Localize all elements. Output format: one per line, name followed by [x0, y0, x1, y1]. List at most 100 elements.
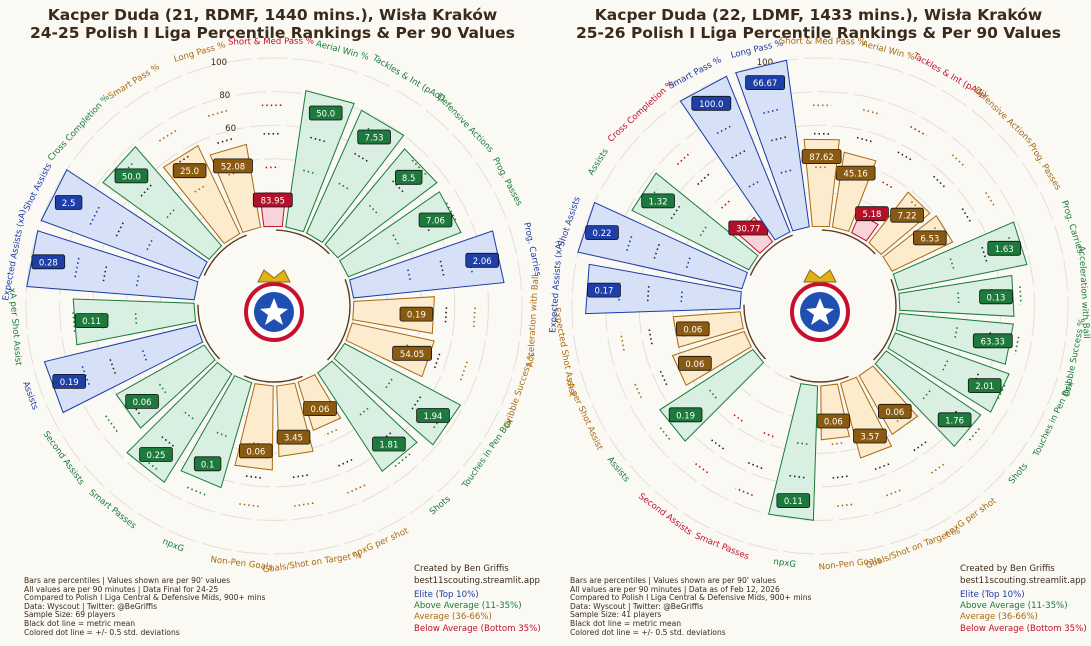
title-line-1: Kacper Duda (22, LDMF, 1433 mins.), Wisł… [594, 6, 1043, 24]
title-line-2: 24-25 Polish I Liga Percentile Rankings … [29, 24, 516, 42]
std-line [910, 125, 927, 137]
credit-author: Created by Ben Griffis [414, 564, 509, 574]
bar [671, 330, 752, 387]
std-line [207, 109, 228, 117]
std-line [794, 441, 808, 445]
note-line: Compared to Polish I Liga Central & Defe… [570, 593, 812, 603]
category-label: Defensive Actions [971, 85, 1034, 146]
chart-notes: Bars are percentiles | Values shown are … [570, 576, 812, 637]
category-label: npxG [161, 537, 186, 555]
title-line-2: 25-26 Polish I Liga Percentile Rankings … [575, 24, 1062, 42]
value-label: 8.5 [402, 174, 416, 184]
mean-line [832, 475, 848, 479]
category-label: Defensive Actions [435, 92, 496, 155]
std-line [293, 502, 314, 507]
club-crest-icon [790, 269, 850, 342]
value-badge [74, 313, 109, 329]
value-badge [303, 401, 337, 417]
std-line [411, 159, 427, 176]
note-line: Data: Wyscout | Twitter: @BeGriffis [570, 601, 704, 611]
mean-line [217, 137, 235, 144]
std-line [707, 387, 717, 399]
value-label: 1.76 [945, 416, 964, 426]
value-label: 0.06 [824, 418, 843, 428]
mean-line [710, 438, 725, 450]
category-label: Touches in Pen Box [460, 417, 515, 491]
value-label: 1.32 [649, 197, 668, 207]
metric-group: 0.06 Non-Pen Goals [210, 383, 274, 573]
note-line: Sample Size: 69 players [24, 610, 116, 620]
category-label: Goals/Shot on Target % [262, 551, 363, 576]
value-label: 0.22 [593, 229, 612, 239]
value-label: 3.45 [284, 434, 303, 444]
std-line [186, 486, 206, 496]
std-line [473, 307, 476, 328]
inner-ring [743, 229, 897, 383]
value-label: 0.25 [147, 451, 166, 461]
mean-line [290, 474, 308, 479]
std-line [833, 503, 853, 508]
value-badge [52, 373, 86, 389]
std-line [957, 292, 960, 306]
bar [768, 383, 819, 521]
value-badge [54, 195, 83, 210]
value-badge [587, 282, 621, 298]
category-label: Short & Med Pass % [780, 37, 866, 48]
metric-group: 0.11 npxG [768, 383, 819, 570]
value-label: 0.11 [82, 317, 101, 327]
legend-above-average: Above Average (11-35%) [960, 601, 1068, 612]
value-label: 5.18 [863, 210, 882, 220]
value-badge [678, 355, 712, 371]
std-line [238, 503, 259, 508]
std-line [72, 312, 76, 332]
std-line [1014, 336, 1020, 355]
value-badge [238, 443, 273, 459]
category-label: Smart Pass % [107, 62, 162, 102]
std-line [324, 428, 338, 437]
std-line [459, 361, 468, 381]
value-badge [937, 412, 972, 428]
value-label: 7.06 [426, 217, 445, 227]
std-line [949, 258, 955, 271]
category-label: Non-Pen Goals [818, 556, 882, 573]
value-badge [585, 225, 619, 241]
value-label: 50.0 [316, 110, 335, 120]
category-label: Tackles & Int (pAdj) [370, 53, 447, 104]
std-line [735, 487, 753, 497]
value-label: 54.05 [400, 350, 424, 360]
value-label: 0.19 [676, 411, 695, 421]
std-line [731, 412, 743, 422]
category-label: Touches in Pen Box [1031, 380, 1076, 459]
value-label: 7.53 [365, 134, 384, 144]
note-line: Black dot line = metric mean [570, 618, 682, 628]
std-line [680, 289, 683, 303]
credit-site: best11scouting.streamlit.app [414, 576, 540, 586]
value-label: 1.94 [424, 412, 443, 422]
bar [898, 274, 1015, 317]
value-badge [979, 289, 1013, 305]
metric-group: Smart Passes [693, 431, 774, 562]
grid-ring [571, 57, 1069, 555]
mean-line [159, 434, 174, 447]
value-label: 1.81 [379, 441, 398, 451]
mean-line [444, 307, 448, 325]
bar [577, 201, 748, 290]
value-label: 0.06 [885, 408, 904, 418]
std-line [140, 456, 158, 470]
std-line [89, 206, 100, 225]
note-line: Colored dot line = +/- 0.5 std. deviatio… [24, 627, 180, 637]
bar [892, 221, 1028, 291]
title-line-1: Kacper Duda (21, RDMF, 1440 mins.), Wisł… [47, 6, 498, 24]
value-label: 63.33 [981, 337, 1005, 347]
category-label: Smart Passes [693, 531, 751, 562]
value-badge [641, 193, 675, 209]
credit: Created by Ben Griffis best11scouting.st… [960, 563, 1086, 587]
bar [345, 322, 435, 378]
value-badge [465, 252, 499, 268]
crest-star [260, 298, 288, 325]
std-line [966, 428, 980, 444]
mean-line [392, 180, 405, 194]
std-line [632, 380, 643, 399]
category-label: Short & Med Pass % [228, 36, 314, 47]
